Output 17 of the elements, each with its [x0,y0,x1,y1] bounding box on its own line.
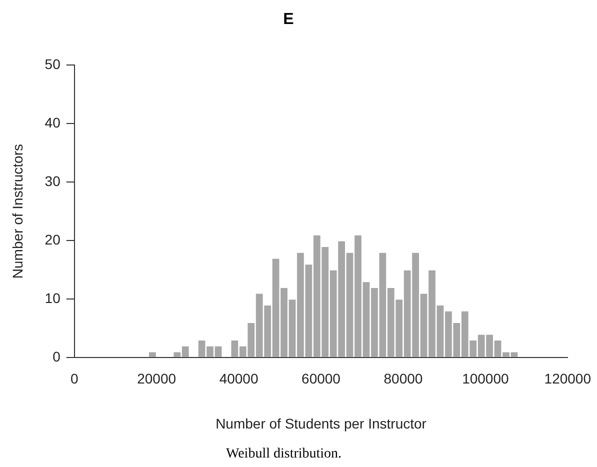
y-tick-label: 20 [44,231,61,248]
y-axis-title: Number of Instructors [9,144,26,279]
y-tick-label: 10 [44,290,61,306]
x-tick-label: 100000 [462,370,509,387]
chart-title: E [283,11,294,28]
x-tick-label: 40000 [219,370,258,387]
text: Weibull distribution. [226,446,342,462]
x-axis-title: Number of Students per Instructor [216,415,427,432]
y-tick-label: 40 [44,114,61,130]
x-tick-label: 120000 [544,370,592,387]
y-tick-label: 30 [44,172,61,189]
y-tick-label: 0 [52,348,61,364]
x-tick-label: 80000 [384,370,423,387]
x-tick-label: 20000 [137,370,176,387]
x-tick-label: 0 [70,370,78,387]
y-tick-label: 50 [44,56,61,72]
x-tick-label: 60000 [302,370,341,387]
